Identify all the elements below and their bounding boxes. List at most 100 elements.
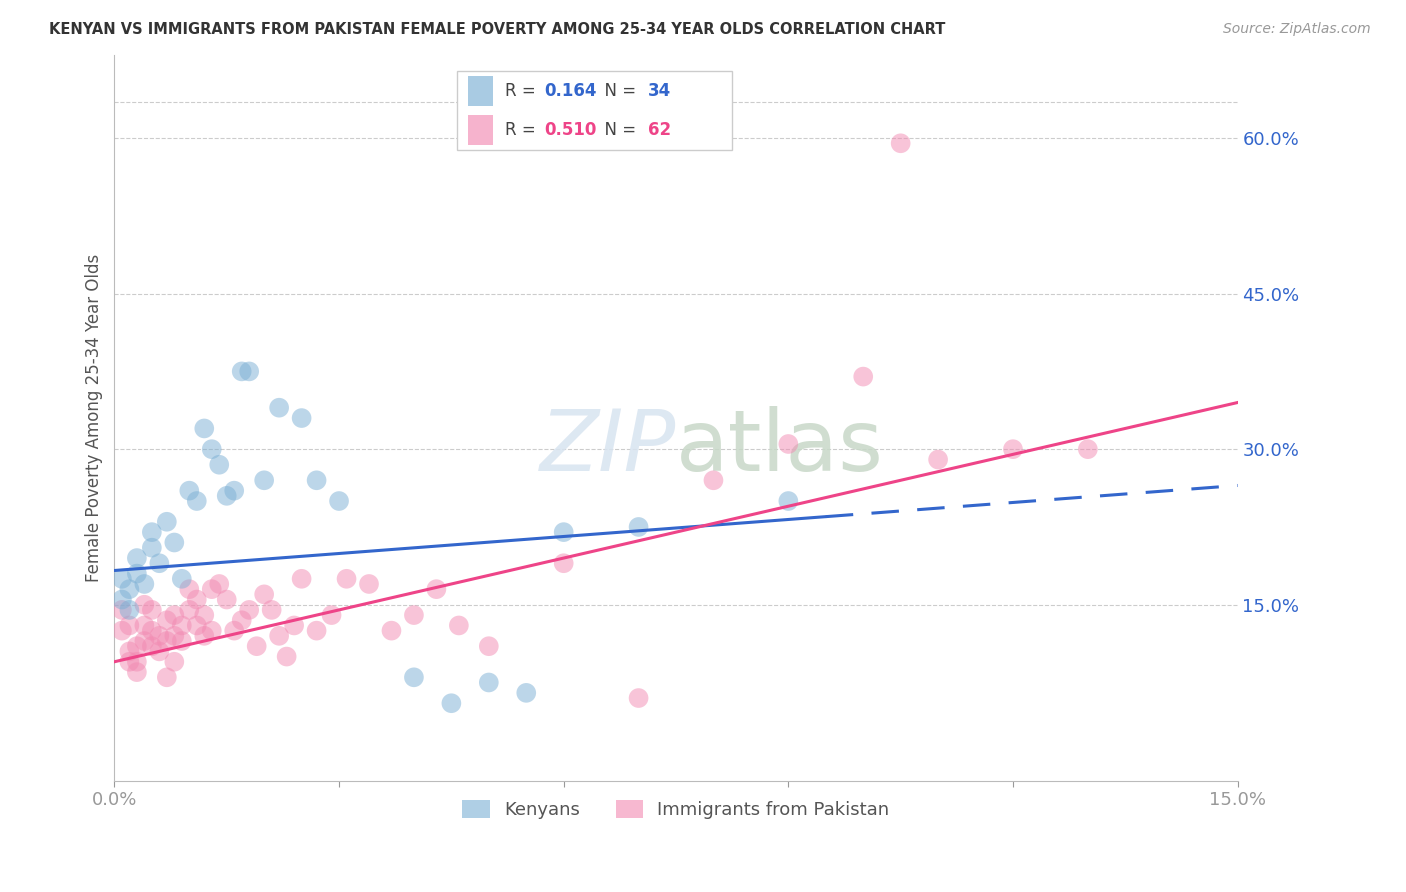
Point — [111, 624, 134, 638]
Text: 62: 62 — [648, 121, 671, 139]
Point — [141, 603, 163, 617]
Point — [357, 577, 380, 591]
Point — [778, 494, 800, 508]
Point — [118, 603, 141, 617]
Point — [141, 541, 163, 555]
Point — [627, 691, 650, 706]
Point — [170, 572, 193, 586]
Point — [890, 136, 912, 151]
Point — [163, 655, 186, 669]
Point — [125, 551, 148, 566]
Point — [208, 458, 231, 472]
Bar — [468, 115, 494, 145]
Point — [291, 572, 314, 586]
Point — [447, 618, 470, 632]
Point — [238, 364, 260, 378]
Point — [111, 572, 134, 586]
Point — [156, 670, 179, 684]
Point — [627, 520, 650, 534]
Point — [186, 494, 208, 508]
Point — [193, 608, 215, 623]
Point — [224, 624, 246, 638]
Point — [163, 629, 186, 643]
Point — [156, 634, 179, 648]
Point — [125, 655, 148, 669]
Point — [478, 639, 501, 653]
Point — [201, 442, 224, 457]
Point — [141, 525, 163, 540]
Point — [253, 473, 276, 487]
Bar — [468, 76, 494, 106]
Text: N =: N = — [593, 82, 641, 100]
Point — [238, 603, 260, 617]
Point — [305, 473, 328, 487]
Point — [1077, 442, 1099, 457]
Y-axis label: Female Poverty Among 25-34 Year Olds: Female Poverty Among 25-34 Year Olds — [86, 254, 103, 582]
Point — [118, 655, 141, 669]
Point — [163, 608, 186, 623]
Point — [148, 644, 170, 658]
Point — [778, 437, 800, 451]
Point — [111, 592, 134, 607]
Point — [156, 613, 179, 627]
Text: R =: R = — [505, 82, 541, 100]
Point — [291, 411, 314, 425]
Point — [702, 473, 724, 487]
Point — [260, 603, 283, 617]
Text: N =: N = — [593, 121, 641, 139]
Point — [515, 686, 537, 700]
Legend: Kenyans, Immigrants from Pakistan: Kenyans, Immigrants from Pakistan — [456, 793, 897, 826]
Point — [478, 675, 501, 690]
Point — [215, 489, 238, 503]
Point — [141, 624, 163, 638]
Text: KENYAN VS IMMIGRANTS FROM PAKISTAN FEMALE POVERTY AMONG 25-34 YEAR OLDS CORRELAT: KENYAN VS IMMIGRANTS FROM PAKISTAN FEMAL… — [49, 22, 946, 37]
FancyBboxPatch shape — [457, 71, 733, 150]
Point — [186, 618, 208, 632]
Point — [179, 582, 201, 596]
Point — [170, 634, 193, 648]
Text: ZIP: ZIP — [540, 406, 676, 489]
Point — [125, 566, 148, 581]
Point — [118, 644, 141, 658]
Text: atlas: atlas — [676, 406, 884, 489]
Point — [156, 515, 179, 529]
Point — [927, 452, 949, 467]
Point — [134, 634, 156, 648]
Text: Source: ZipAtlas.com: Source: ZipAtlas.com — [1223, 22, 1371, 37]
Point — [201, 582, 224, 596]
Point — [321, 608, 343, 623]
Point — [186, 592, 208, 607]
Point — [134, 598, 156, 612]
Point — [253, 587, 276, 601]
Point — [224, 483, 246, 498]
Point — [118, 618, 141, 632]
Text: 34: 34 — [648, 82, 671, 100]
Text: 0.510: 0.510 — [544, 121, 598, 139]
Point — [148, 629, 170, 643]
Point — [179, 483, 201, 498]
Text: R =: R = — [505, 121, 541, 139]
Point — [170, 618, 193, 632]
Point — [215, 592, 238, 607]
Point — [246, 639, 269, 653]
Point — [201, 624, 224, 638]
Point — [231, 364, 253, 378]
Point — [125, 639, 148, 653]
Point — [163, 535, 186, 549]
Point — [1001, 442, 1024, 457]
Point — [208, 577, 231, 591]
Point — [148, 556, 170, 570]
Point — [141, 639, 163, 653]
Point — [134, 618, 156, 632]
Point — [111, 603, 134, 617]
Point — [553, 525, 575, 540]
Point — [402, 670, 425, 684]
Point — [852, 369, 875, 384]
Point — [118, 582, 141, 596]
Point — [269, 401, 291, 415]
Point — [193, 629, 215, 643]
Point — [125, 665, 148, 679]
Point — [305, 624, 328, 638]
Point — [328, 494, 350, 508]
Point — [276, 649, 298, 664]
